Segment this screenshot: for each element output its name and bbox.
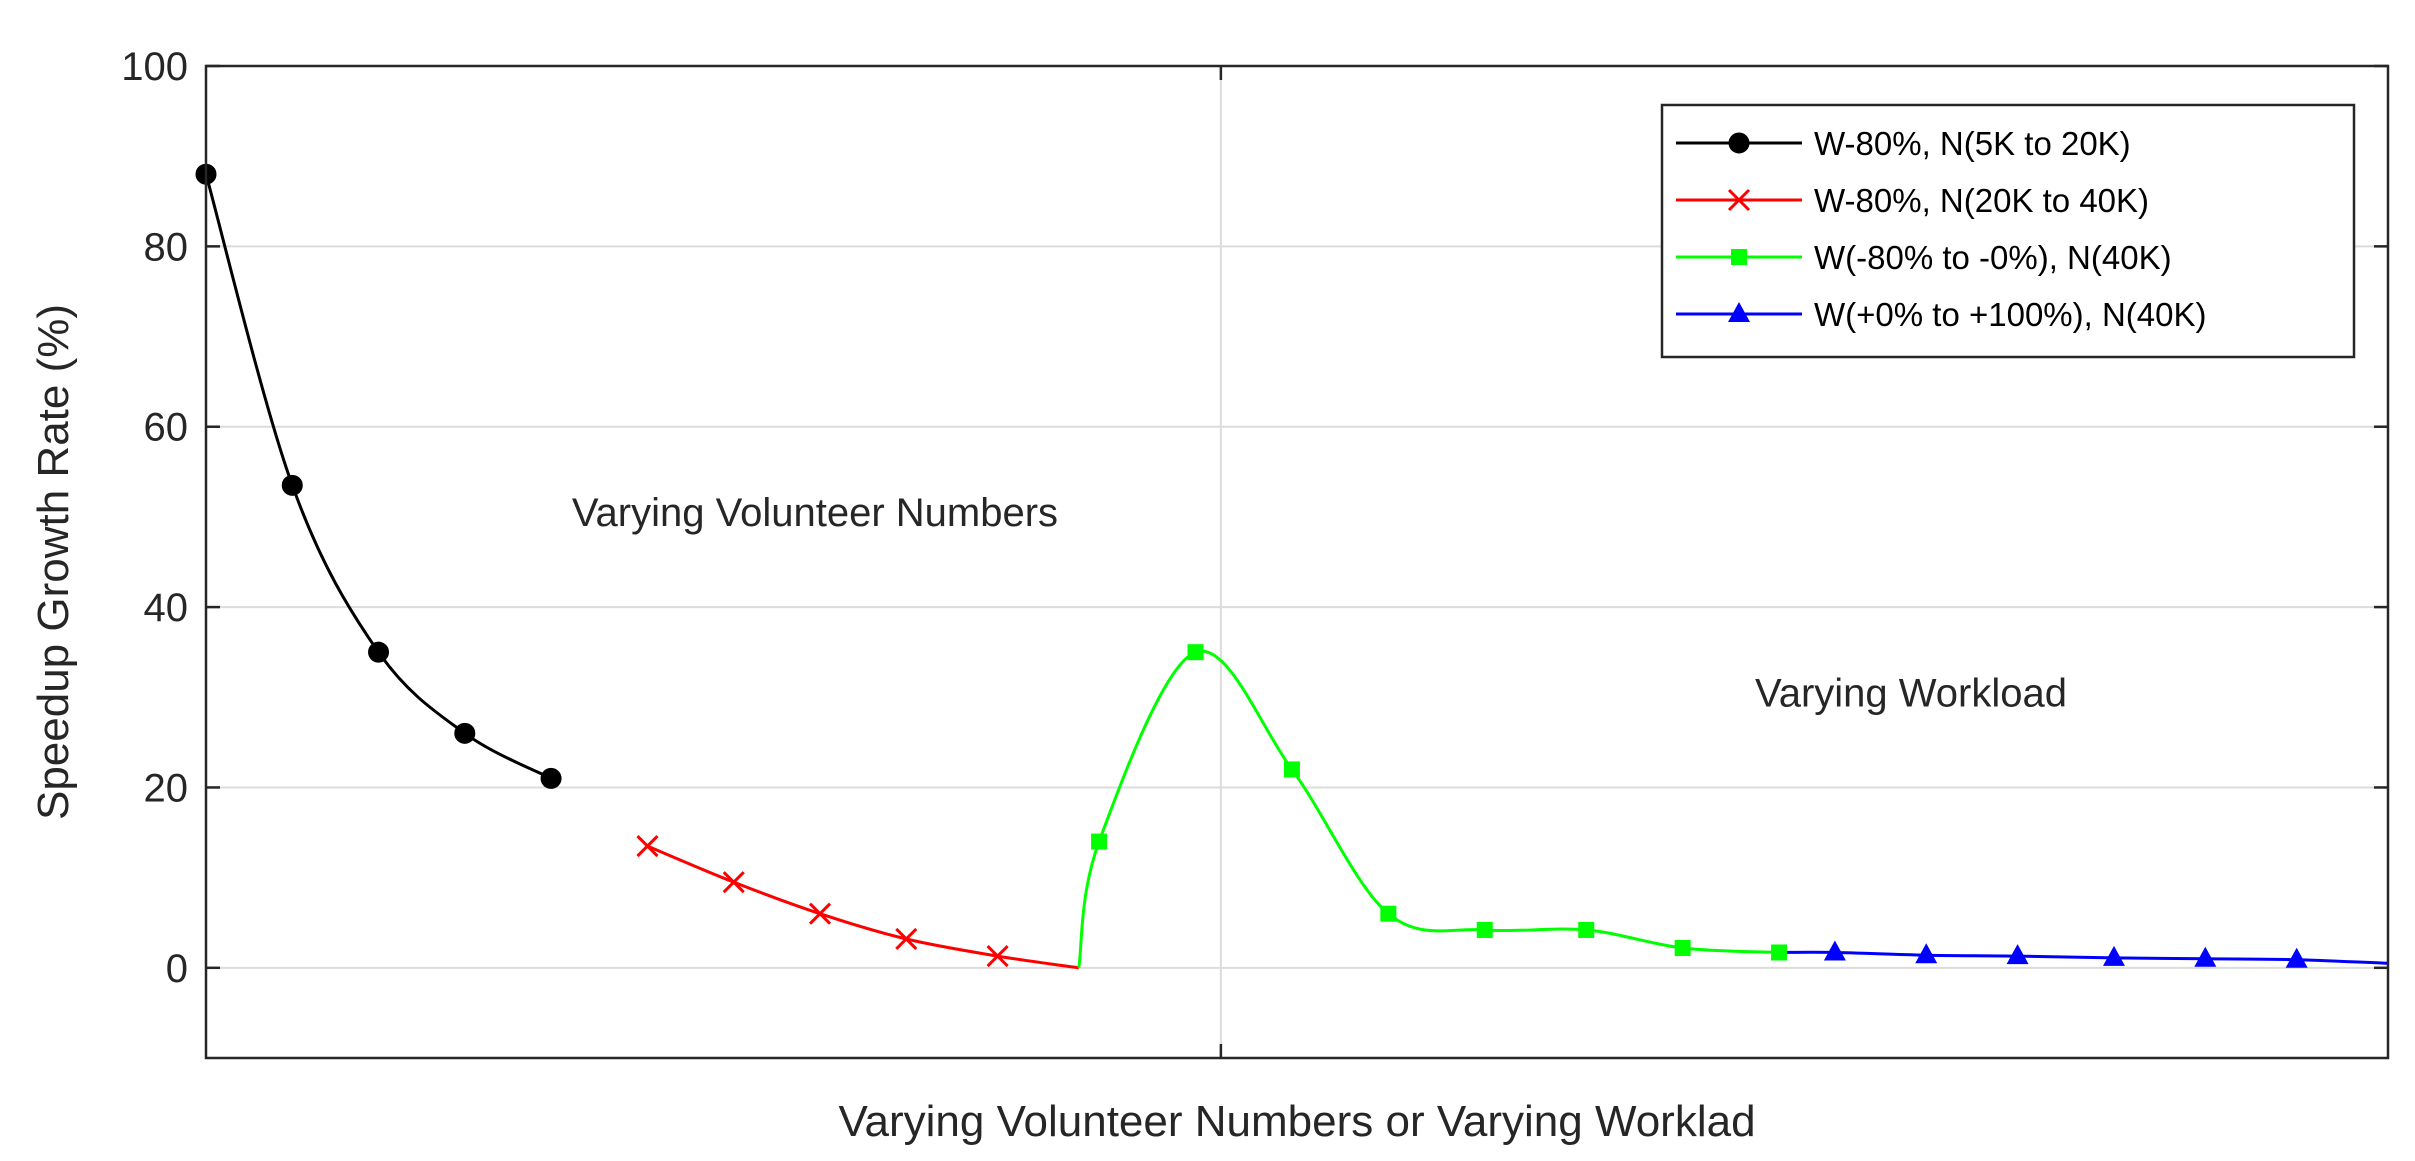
annotation-label: Varying Volunteer Numbers — [572, 491, 1058, 535]
data-point-2-stroke — [808, 902, 832, 925]
data-point-1 — [540, 767, 562, 789]
annotation-label: Varying Workload — [1755, 671, 2067, 715]
series-line-3 — [1077, 649, 1780, 969]
data-point-3 — [1091, 833, 1108, 850]
data-point-2 — [636, 835, 659, 858]
data-point-2 — [895, 927, 918, 951]
data-point-2-stroke — [895, 927, 918, 951]
legend-label: W-80%, N(20K to 40K) — [1814, 182, 2149, 219]
y-tick-label: 20 — [144, 766, 189, 810]
series-markers — [195, 163, 2308, 968]
data-point-4 — [2006, 944, 2029, 965]
data-point-3 — [1674, 939, 1691, 956]
data-point-2 — [722, 871, 745, 894]
legend-item-3: W(-80% to -0%), N(40K) — [1676, 239, 2172, 276]
series-line-2 — [646, 844, 1080, 970]
data-point-2-stroke — [986, 945, 1009, 968]
legend-swatch-marker — [1728, 302, 1750, 322]
data-point-4 — [2102, 945, 2125, 966]
data-point-2 — [808, 902, 832, 925]
plot-frame — [204, 64, 2390, 1060]
data-point-1 — [368, 641, 390, 663]
data-point-3 — [1283, 761, 1300, 778]
annotations: Varying Volunteer Numbers Varying Workloa… — [572, 491, 2067, 715]
legend-label: W(+0% to +100%), N(40K) — [1814, 296, 2207, 333]
data-point-2 — [986, 945, 1009, 968]
data-point-3 — [1578, 921, 1595, 938]
data-point-3 — [1771, 944, 1788, 961]
data-point-4 — [1915, 943, 1938, 964]
y-tick-label: 100 — [121, 45, 188, 89]
legend-swatch-marker — [1727, 188, 1751, 212]
ticks: 0 20 40 60 80 100 — [121, 45, 2388, 1058]
legend-swatch-marker — [1728, 132, 1750, 154]
data-point-1 — [281, 474, 303, 496]
data-point-1 — [454, 722, 476, 744]
legend-item-4: W(+0% to +100%), N(40K) — [1676, 296, 2207, 333]
y-tick-label: 80 — [144, 225, 189, 269]
legend-item-2: W-80%, N(20K to 40K) — [1676, 182, 2149, 219]
legend-swatch-marker — [1731, 249, 1747, 265]
legend-label: W(-80% to -0%), N(40K) — [1814, 239, 2172, 276]
y-axis-title: Speedup Growth Rate (%) — [29, 304, 78, 820]
legend-swatch-marker-stroke — [1727, 188, 1751, 212]
data-point-2-stroke — [722, 871, 745, 894]
x-axis-title: Varying Volunteer Numbers or Varying Wor… — [838, 1097, 1755, 1146]
data-point-4 — [2194, 946, 2217, 967]
data-point-4 — [2285, 947, 2308, 968]
y-tick-label: 60 — [144, 406, 189, 450]
legend: W-80%, N(5K to 20K) W-80%, N(20K to 40K) W… — [1660, 103, 2356, 359]
data-point-2-stroke — [636, 835, 659, 858]
data-point-3 — [1187, 644, 1204, 661]
y-tick-label: 40 — [144, 586, 189, 630]
data-point-4 — [1823, 940, 1846, 961]
data-point-3 — [1476, 921, 1493, 938]
legend-label: W-80%, N(5K to 20K) — [1814, 125, 2131, 162]
y-tick-label: 0 — [166, 947, 188, 991]
legend-item-1: W-80%, N(5K to 20K) — [1676, 125, 2131, 162]
data-point-3 — [1380, 905, 1397, 922]
